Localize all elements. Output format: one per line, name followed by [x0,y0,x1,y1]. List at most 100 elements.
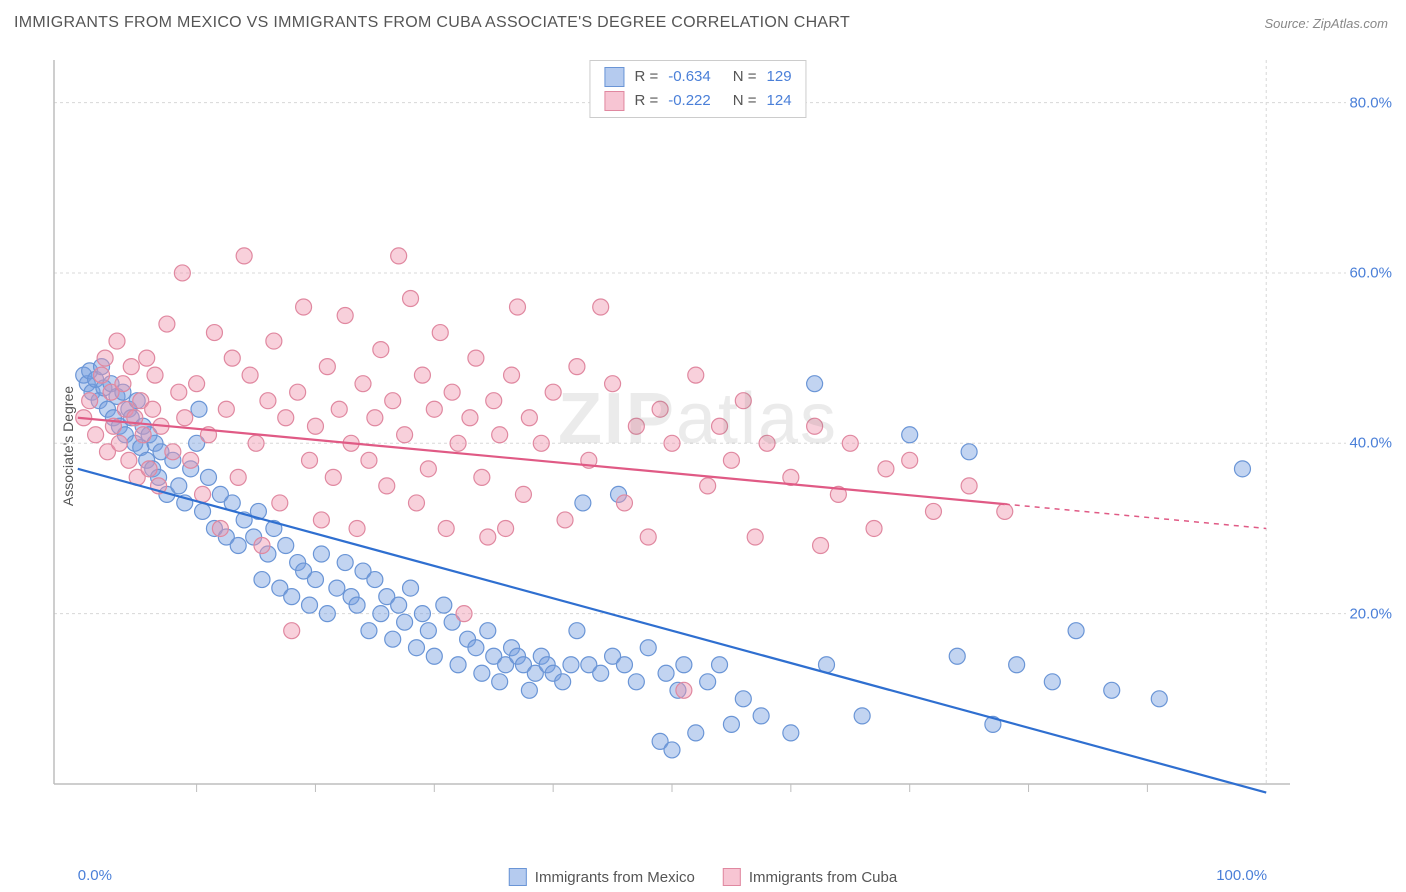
data-point [842,435,858,451]
data-point [361,623,377,639]
data-point [480,623,496,639]
data-point [302,452,318,468]
data-point [628,418,644,434]
data-point [480,529,496,545]
plot-area: ZIPatlas R = -0.634N = 129R = -0.222N = … [50,54,1346,814]
data-point [492,427,508,443]
data-point [462,410,478,426]
data-point [195,503,211,519]
data-point [545,384,561,400]
legend-n-value: 129 [767,65,792,89]
data-point [159,316,175,332]
data-point [367,572,383,588]
data-point [391,248,407,264]
header: IMMIGRANTS FROM MEXICO VS IMMIGRANTS FRO… [0,0,1406,40]
data-point [628,674,644,690]
data-point [438,520,454,536]
data-point [498,520,514,536]
data-point [444,384,460,400]
data-point [171,384,187,400]
data-point [307,418,323,434]
data-point [949,648,965,664]
data-point [569,623,585,639]
legend-r-label: R = [634,89,658,113]
data-point [302,597,318,613]
data-point [616,495,632,511]
data-point [468,640,484,656]
data-point [254,538,270,554]
data-point [145,401,161,417]
data-point [1234,461,1250,477]
legend-r-value: -0.222 [668,89,711,113]
data-point [290,384,306,400]
data-point [296,299,312,315]
data-point [521,682,537,698]
data-point [504,367,520,383]
data-point [123,359,139,375]
data-point [272,495,288,511]
data-point [379,478,395,494]
data-point [313,512,329,528]
data-point [700,674,716,690]
data-point [313,546,329,562]
y-tick-label: 80.0% [1349,94,1392,111]
legend-swatch [723,868,741,886]
data-point [408,495,424,511]
data-point [456,606,472,622]
data-point [961,444,977,460]
data-point [688,725,704,741]
data-point [723,452,739,468]
data-point [230,469,246,485]
data-point [307,572,323,588]
data-point [902,427,918,443]
data-point [278,538,294,554]
data-point [563,657,579,673]
scatter-chart [50,54,1346,814]
data-point [1044,674,1060,690]
data-point [813,538,829,554]
data-point [640,640,656,656]
data-point [218,401,234,417]
data-point [961,478,977,494]
data-point [260,393,276,409]
data-point [426,401,442,417]
data-point [664,435,680,451]
data-point [533,435,549,451]
data-point [278,410,294,426]
data-point [486,393,502,409]
data-point [450,435,466,451]
data-point [109,333,125,349]
data-point [367,410,383,426]
data-point [349,597,365,613]
data-point [201,469,217,485]
data-point [403,290,419,306]
data-point [147,367,163,383]
data-point [902,452,918,468]
data-point [866,520,882,536]
data-point [139,350,155,366]
data-point [111,435,127,451]
data-point [759,435,775,451]
legend-item: Immigrants from Mexico [509,868,695,886]
data-point [266,333,282,349]
data-point [854,708,870,724]
data-point [652,401,668,417]
correlation-legend: R = -0.634N = 129R = -0.222N = 124 [589,60,806,118]
data-point [236,248,252,264]
data-point [361,452,377,468]
data-point [555,674,571,690]
data-point [191,401,207,417]
data-point [331,401,347,417]
data-point [174,265,190,281]
legend-swatch [604,91,624,111]
data-point [97,350,113,366]
data-point [426,648,442,664]
y-tick-label: 40.0% [1349,435,1392,452]
data-point [474,665,490,681]
data-point [135,427,151,443]
data-point [115,376,131,392]
data-point [735,691,751,707]
data-point [284,623,300,639]
data-point [414,367,430,383]
data-point [569,359,585,375]
